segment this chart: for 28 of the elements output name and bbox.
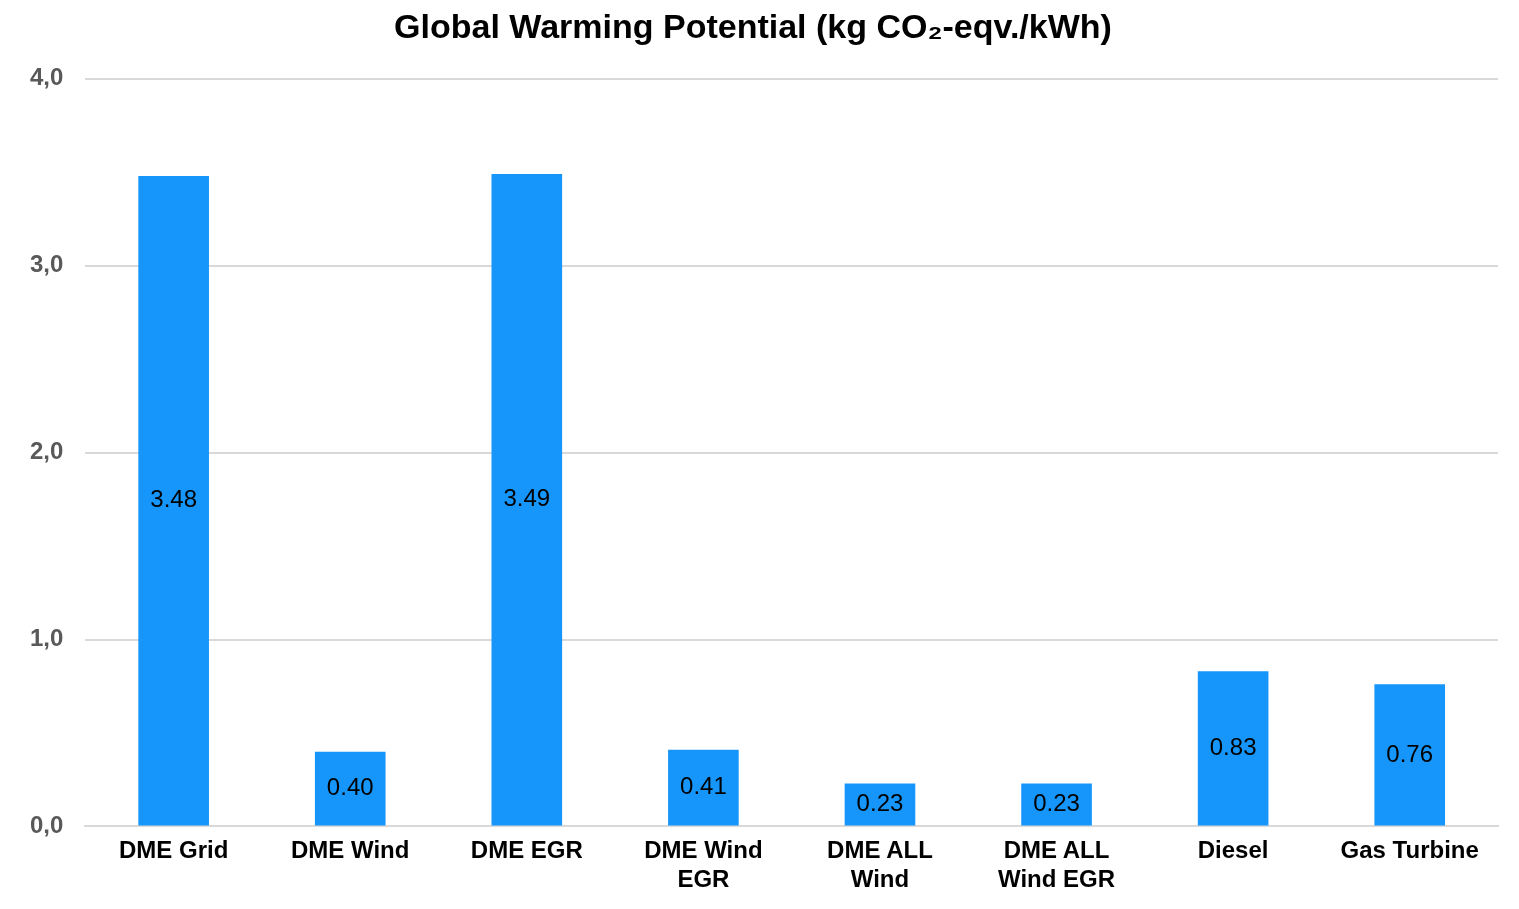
x-tick-label: Gas Turbine <box>1340 836 1479 864</box>
x-tick-label: DME Wind <box>291 836 410 864</box>
bar <box>138 175 209 826</box>
data-label: 3.49 <box>503 484 551 512</box>
x-tick-label: DME ALL Wind <box>827 836 933 893</box>
data-label: 0.41 <box>680 772 727 800</box>
y-tick-label: 0,0 <box>29 811 64 839</box>
chart-title: Global Warming Potential (kg CO₂-eqv./kWh) <box>394 6 1112 45</box>
y-tick-label: 4,0 <box>29 63 64 91</box>
x-tick-label: Diesel <box>1197 836 1269 864</box>
data-label: 0.23 <box>856 789 904 817</box>
data-label: 0.83 <box>1209 732 1257 760</box>
data-label: 3.48 <box>150 485 198 513</box>
bar <box>491 174 563 826</box>
data-label: 0.76 <box>1386 739 1434 767</box>
bar <box>1197 671 1269 826</box>
y-tick-label: 3,0 <box>29 250 64 278</box>
x-tick-label: DME Wind EGR <box>644 836 763 893</box>
x-tick-label: DME ALL Wind EGR <box>998 836 1116 893</box>
y-tick-label: 2,0 <box>29 437 64 465</box>
data-label: 0.23 <box>1033 789 1080 817</box>
y-tick-label: 1,0 <box>29 624 64 652</box>
bar <box>668 749 739 826</box>
bar <box>1374 684 1446 826</box>
x-tick-label: DME Grid <box>118 836 229 864</box>
data-label: 0.40 <box>326 773 374 801</box>
x-tick-label: DME EGR <box>470 836 583 864</box>
bar <box>314 751 386 826</box>
